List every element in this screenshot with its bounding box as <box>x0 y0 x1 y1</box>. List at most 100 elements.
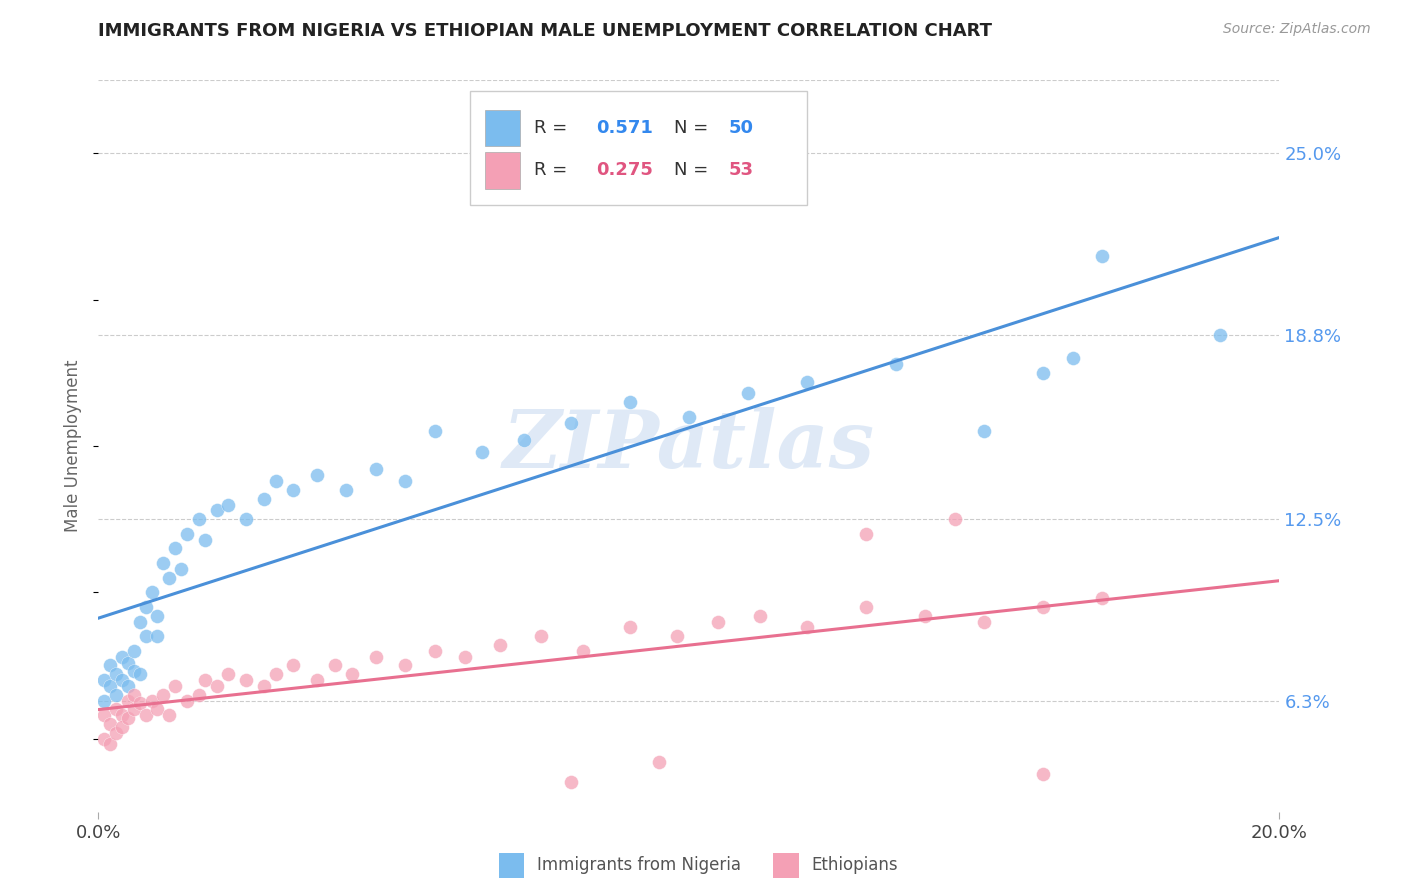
Point <box>453 649 475 664</box>
Point <box>128 615 150 629</box>
Point <box>748 608 770 623</box>
Point <box>264 474 287 488</box>
Point <box>530 629 553 643</box>
Point <box>122 688 145 702</box>
Point <box>423 425 446 439</box>
Point <box>105 667 128 681</box>
Point <box>943 512 966 526</box>
Point <box>666 629 689 643</box>
Point <box>489 638 512 652</box>
Point <box>122 644 145 658</box>
Point <box>165 541 187 556</box>
FancyBboxPatch shape <box>485 152 520 188</box>
Point <box>176 693 198 707</box>
Point <box>283 483 305 497</box>
Text: 0.275: 0.275 <box>596 161 652 179</box>
Point <box>157 708 180 723</box>
Point <box>194 673 217 687</box>
Point <box>111 673 134 687</box>
Point <box>1032 766 1054 780</box>
Point <box>335 483 357 497</box>
Point <box>117 693 139 707</box>
Point <box>217 498 239 512</box>
Point <box>283 658 305 673</box>
Point <box>93 708 115 723</box>
Point <box>111 708 134 723</box>
Point <box>512 433 534 447</box>
Point <box>122 665 145 679</box>
Point <box>1091 249 1114 263</box>
Point <box>323 658 346 673</box>
Point <box>973 425 995 439</box>
Point <box>205 503 228 517</box>
Point <box>146 702 169 716</box>
Text: Immigrants from Nigeria: Immigrants from Nigeria <box>537 856 741 874</box>
Point <box>855 526 877 541</box>
Point <box>394 658 416 673</box>
Point <box>1062 351 1084 366</box>
Text: Ethiopians: Ethiopians <box>811 856 898 874</box>
Point <box>737 386 759 401</box>
Point <box>253 679 276 693</box>
Point <box>146 608 169 623</box>
Point <box>253 491 276 506</box>
Point <box>165 679 187 693</box>
Point <box>187 688 209 702</box>
Text: 50: 50 <box>730 119 754 136</box>
Point <box>471 445 494 459</box>
FancyBboxPatch shape <box>471 91 807 204</box>
Point <box>1091 591 1114 606</box>
Point <box>141 693 163 707</box>
Point <box>117 679 139 693</box>
Point <box>217 667 239 681</box>
Point <box>98 658 121 673</box>
Point <box>560 416 582 430</box>
Point <box>93 673 115 687</box>
Point <box>117 711 139 725</box>
Text: 53: 53 <box>730 161 754 179</box>
Point <box>235 673 257 687</box>
Point <box>855 599 877 614</box>
Point <box>707 615 730 629</box>
Point <box>135 599 157 614</box>
Point <box>105 688 128 702</box>
Point <box>619 620 641 634</box>
Point <box>98 679 121 693</box>
Point <box>619 395 641 409</box>
Point <box>98 738 121 752</box>
Point <box>111 649 134 664</box>
Point <box>305 468 328 483</box>
Point <box>364 462 387 476</box>
FancyBboxPatch shape <box>485 110 520 146</box>
Point <box>176 526 198 541</box>
Point <box>1032 599 1054 614</box>
Point <box>973 615 995 629</box>
Point <box>135 708 157 723</box>
Point <box>128 667 150 681</box>
Point <box>884 357 907 371</box>
Point <box>205 679 228 693</box>
Point <box>560 775 582 789</box>
Point <box>141 585 163 599</box>
Text: 0.571: 0.571 <box>596 119 652 136</box>
Point <box>342 667 364 681</box>
Point <box>146 629 169 643</box>
Point <box>152 556 174 570</box>
Point <box>571 644 593 658</box>
Point <box>105 702 128 716</box>
Point <box>93 731 115 746</box>
Point <box>111 720 134 734</box>
Point <box>194 533 217 547</box>
Point <box>364 649 387 664</box>
Point <box>128 697 150 711</box>
Point <box>235 512 257 526</box>
Text: R =: R = <box>534 161 574 179</box>
Point <box>98 717 121 731</box>
Point <box>1032 366 1054 380</box>
Point <box>423 644 446 658</box>
Point <box>394 474 416 488</box>
Point <box>122 702 145 716</box>
Text: R =: R = <box>534 119 574 136</box>
Point <box>152 688 174 702</box>
Point <box>105 725 128 739</box>
